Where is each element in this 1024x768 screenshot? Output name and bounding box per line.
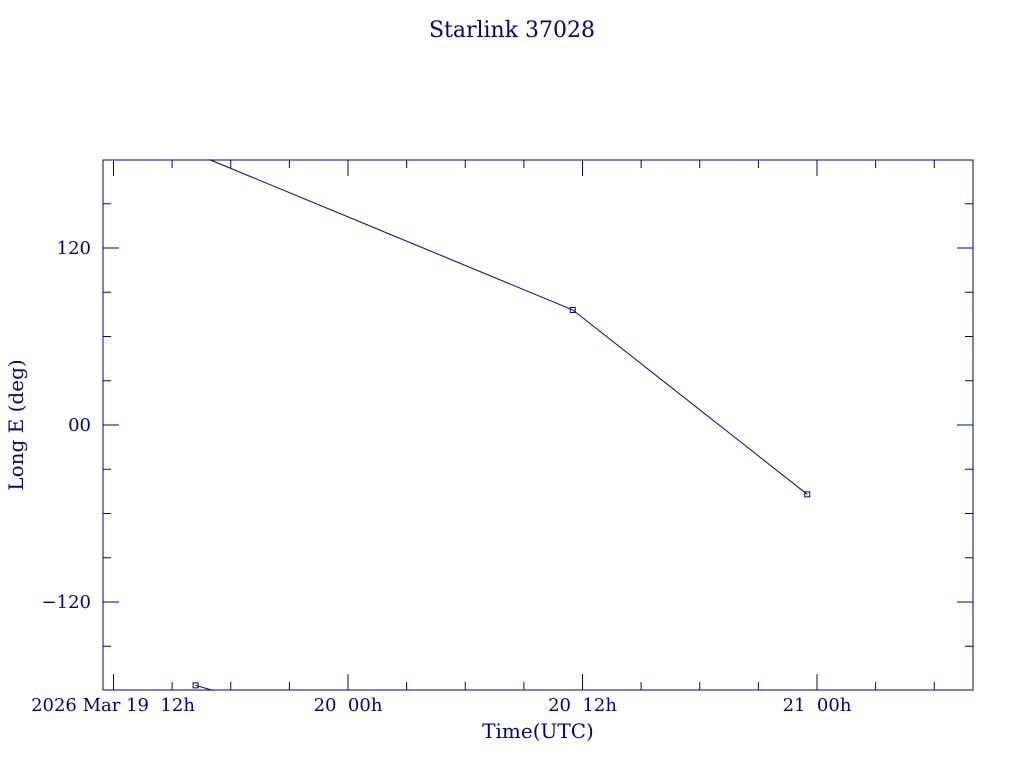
- x-tick-label: 2026 Mar 19 12h: [31, 695, 195, 716]
- x-tick-label: 21 00h: [783, 695, 852, 716]
- x-axis-label: Time(UTC): [482, 719, 594, 743]
- plot-frame: [102, 159, 974, 691]
- y-tick-label: −120: [42, 592, 91, 613]
- y-tick-label: 120: [57, 238, 91, 259]
- x-tick-label: 20 12h: [548, 695, 617, 716]
- x-tick-label: 20 00h: [314, 695, 383, 716]
- series-line: [209, 159, 808, 495]
- y-axis-ticks: 120 00 −120: [42, 203, 973, 647]
- y-tick-label: 00: [68, 415, 91, 436]
- data-point-marker: [804, 491, 811, 498]
- series-longitude: [192, 159, 811, 691]
- data-point-marker: [569, 306, 576, 313]
- chart-title: Starlink 37028: [429, 18, 595, 43]
- data-point-marker: [192, 682, 199, 689]
- x-axis-ticks: 2026 Mar 19 12h 20 00h 20 12h 21 00h: [31, 160, 935, 716]
- y-axis-label: Long E (deg): [4, 359, 28, 490]
